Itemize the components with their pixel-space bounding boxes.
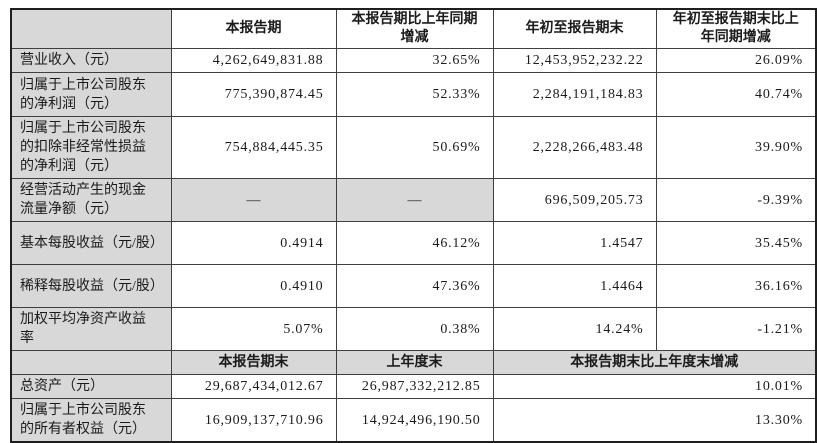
value-cell: 696,509,205.73 <box>492 178 657 222</box>
value-cell: -1.21% <box>655 307 817 351</box>
row-label: 归属于上市公司股东的扣除非经常性损益的净利润（元） <box>10 116 172 179</box>
value-cell: 47.36% <box>335 264 494 308</box>
table-row-diluted-eps: 稀释每股收益（元/股） 0.4910 47.36% 1.4464 36.16% <box>10 264 817 308</box>
value-cell: 1.4464 <box>492 264 657 308</box>
value-cell: 1.4547 <box>492 221 657 265</box>
value-cell: 0.4914 <box>170 221 337 265</box>
row-label: 归属于上市公司股东的所有者权益（元） <box>10 398 172 443</box>
column-header-current-period: 本报告期 <box>170 8 337 49</box>
column-header-ytd-yoy-change: 年初至报告期末比上年同期增减 <box>655 8 817 49</box>
row-label: 总资产（元） <box>10 374 172 399</box>
table-row-owners-equity: 归属于上市公司股东的所有者权益（元） 16,909,137,710.96 14,… <box>10 398 817 443</box>
value-cell: 40.74% <box>655 72 817 117</box>
table-row-operating-cash-flow: 经营活动产生的现金流量净额（元） — — 696,509,205.73 -9.3… <box>10 178 817 222</box>
column-header-end-of-period: 本报告期末 <box>170 350 337 375</box>
value-cell: 12,453,952,232.22 <box>492 48 657 73</box>
table-row-total-assets: 总资产（元） 29,687,434,012.67 26,987,332,212.… <box>10 374 817 399</box>
table-row-net-profit: 归属于上市公司股东的净利润（元） 775,390,874.45 52.33% 2… <box>10 72 817 117</box>
value-cell: 26.09% <box>655 48 817 73</box>
period-header-row: 本报告期 本报告期比上年同期增减 年初至报告期末 年初至报告期末比上年同期增减 <box>10 8 817 49</box>
table-row-weighted-avg-roe: 加权平均净资产收益率 5.07% 0.38% 14.24% -1.21% <box>10 307 817 351</box>
value-cell: 52.33% <box>335 72 494 117</box>
value-cell: 16,909,137,710.96 <box>170 398 337 443</box>
value-cell: 0.38% <box>335 307 494 351</box>
value-cell: 39.90% <box>655 116 817 179</box>
value-cell: 29,687,434,012.67 <box>170 374 337 399</box>
value-cell: 26,987,332,212.85 <box>335 374 494 399</box>
value-cell: 754,884,445.35 <box>170 116 337 179</box>
row-label: 加权平均净资产收益率 <box>10 307 172 351</box>
row-label: 归属于上市公司股东的净利润（元） <box>10 72 172 117</box>
value-cell: 14,924,496,190.50 <box>335 398 494 443</box>
value-cell: 10.01% <box>492 374 817 399</box>
table-row-net-profit-excl-nonrecurring: 归属于上市公司股东的扣除非经常性损益的净利润（元） 754,884,445.35… <box>10 116 817 179</box>
value-cell: 32.65% <box>335 48 494 73</box>
row-label: 经营活动产生的现金流量净额（元） <box>10 178 172 222</box>
value-cell: 35.45% <box>655 221 817 265</box>
value-cell: 0.4910 <box>170 264 337 308</box>
corner-cell <box>10 8 172 49</box>
row-label: 基本每股收益（元/股） <box>10 221 172 265</box>
corner-cell <box>10 350 172 375</box>
value-cell: 2,228,266,483.48 <box>492 116 657 179</box>
value-cell: 13.30% <box>492 398 817 443</box>
row-label: 稀释每股收益（元/股） <box>10 264 172 308</box>
value-cell: 4,262,649,831.88 <box>170 48 337 73</box>
position-header-row: 本报告期末 上年度末 本报告期末比上年度末增减 <box>10 350 817 375</box>
column-header-yoy-change: 本报告期比上年同期增减 <box>335 8 494 49</box>
table-row-revenue: 营业收入（元） 4,262,649,831.88 32.65% 12,453,9… <box>10 48 817 73</box>
value-cell-empty: — <box>335 178 494 222</box>
column-header-ytd: 年初至报告期末 <box>492 8 657 49</box>
value-cell: 50.69% <box>335 116 494 179</box>
value-cell: 46.12% <box>335 221 494 265</box>
column-header-change-vs-prior-year-end: 本报告期末比上年度末增减 <box>492 350 817 375</box>
value-cell-empty: — <box>170 178 337 222</box>
value-cell: -9.39% <box>655 178 817 222</box>
value-cell: 14.24% <box>492 307 657 351</box>
value-cell: 36.16% <box>655 264 817 308</box>
column-header-end-of-prior-year: 上年度末 <box>335 350 494 375</box>
table-row-basic-eps: 基本每股收益（元/股） 0.4914 46.12% 1.4547 35.45% <box>10 221 817 265</box>
value-cell: 5.07% <box>170 307 337 351</box>
value-cell: 2,284,191,184.83 <box>492 72 657 117</box>
value-cell: 775,390,874.45 <box>170 72 337 117</box>
financial-summary-table: 本报告期 本报告期比上年同期增减 年初至报告期末 年初至报告期末比上年同期增减 … <box>10 8 817 443</box>
row-label: 营业收入（元） <box>10 48 172 73</box>
